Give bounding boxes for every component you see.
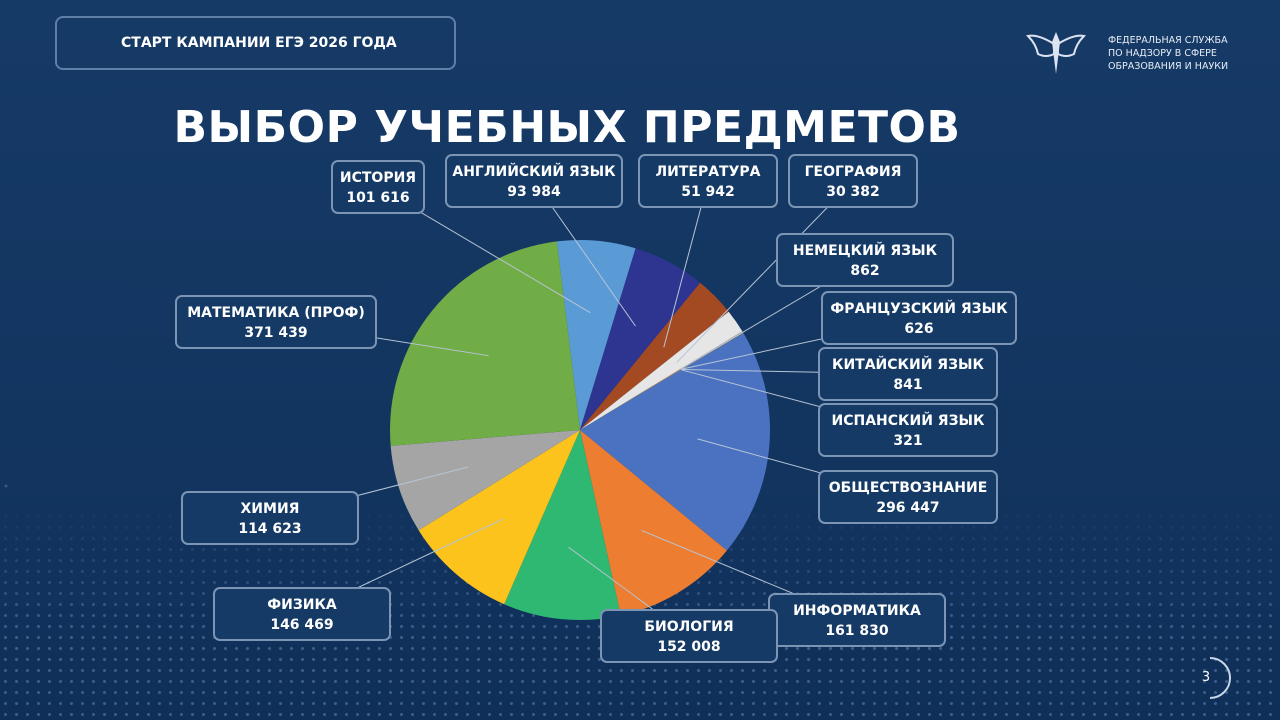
leader-line <box>676 180 854 363</box>
page-number: 3 <box>1201 670 1211 685</box>
label-box <box>818 347 998 401</box>
value-label: 146 469 <box>270 617 333 633</box>
value-label: 161 830 <box>825 623 889 639</box>
value-label: 862 <box>850 263 879 279</box>
organization-name: ФЕДЕРАЛЬНАЯ СЛУЖБА ПО НАДЗОРУ В СФЕРЕ ОБ… <box>1108 35 1229 72</box>
category-label: ФРАНЦУЗСКИЙ ЯЗЫК <box>830 300 1008 317</box>
value-label: 626 <box>904 321 933 337</box>
label-box <box>175 295 377 349</box>
value-label: 51 942 <box>681 184 735 200</box>
pie-slice <box>580 311 743 430</box>
label-box <box>181 491 359 545</box>
value-label: 371 439 <box>244 325 307 341</box>
pie-slice <box>390 430 580 531</box>
label-box <box>445 154 623 208</box>
label-box <box>776 233 954 287</box>
value-label: 296 447 <box>876 500 939 516</box>
category-label: ГЕОГРАФИЯ <box>805 164 902 180</box>
page-arc <box>1209 657 1231 699</box>
chart-title: ВЫБОР УЧЕБНЫХ ПРЕДМЕТОВ <box>173 102 961 153</box>
value-label: 152 008 <box>657 639 720 655</box>
label-box <box>600 609 778 663</box>
label-box <box>331 160 425 214</box>
category-label: АНГЛИЙСКИЙ ЯЗЫК <box>452 163 616 180</box>
category-label: НЕМЕЦКИЙ ЯЗЫК <box>793 242 938 259</box>
header: СТАРТ КАМПАНИИ ЕГЭ 2026 ГОДА <box>55 16 456 70</box>
label-box <box>821 291 1017 345</box>
value-label: 101 616 <box>346 190 409 206</box>
pie-slice <box>580 332 744 430</box>
category-label: ФИЗИКА <box>267 597 337 613</box>
label-box <box>818 470 998 524</box>
category-label: ИНФОРМАТИКА <box>793 603 921 619</box>
value-label: 30 382 <box>826 184 880 200</box>
category-label: ЛИТЕРАТУРА <box>656 164 761 180</box>
category-label: ИСТОРИЯ <box>340 170 416 186</box>
value-label: 114 623 <box>238 521 301 537</box>
logo <box>1026 32 1086 74</box>
category-label: МАТЕМАТИКА (ПРОФ) <box>187 305 365 321</box>
label-box <box>788 154 918 208</box>
pie-slice <box>580 333 771 551</box>
leader-line <box>663 180 709 348</box>
label-box <box>213 587 391 641</box>
category-label: ОБЩЕСТВОЗНАНИЕ <box>829 480 988 496</box>
pie-slice <box>418 430 580 605</box>
pie-slice <box>580 430 727 616</box>
pie-slice <box>580 282 729 430</box>
category-label: ХИМИЯ <box>241 501 300 517</box>
value-label: 841 <box>893 377 922 393</box>
pie-slice <box>390 241 580 446</box>
pie-slice <box>556 240 636 430</box>
value-label: 321 <box>893 433 922 449</box>
category-label: КИТАЙСКИЙ ЯЗЫК <box>832 356 985 373</box>
value-label: 93 984 <box>507 184 561 200</box>
label-box <box>818 403 998 457</box>
label-box <box>638 154 778 208</box>
category-label: ИСПАНСКИЙ ЯЗЫК <box>832 412 986 429</box>
pie-slice <box>580 248 701 430</box>
category-label: БИОЛОГИЯ <box>644 619 733 635</box>
pie-slice <box>504 430 621 620</box>
